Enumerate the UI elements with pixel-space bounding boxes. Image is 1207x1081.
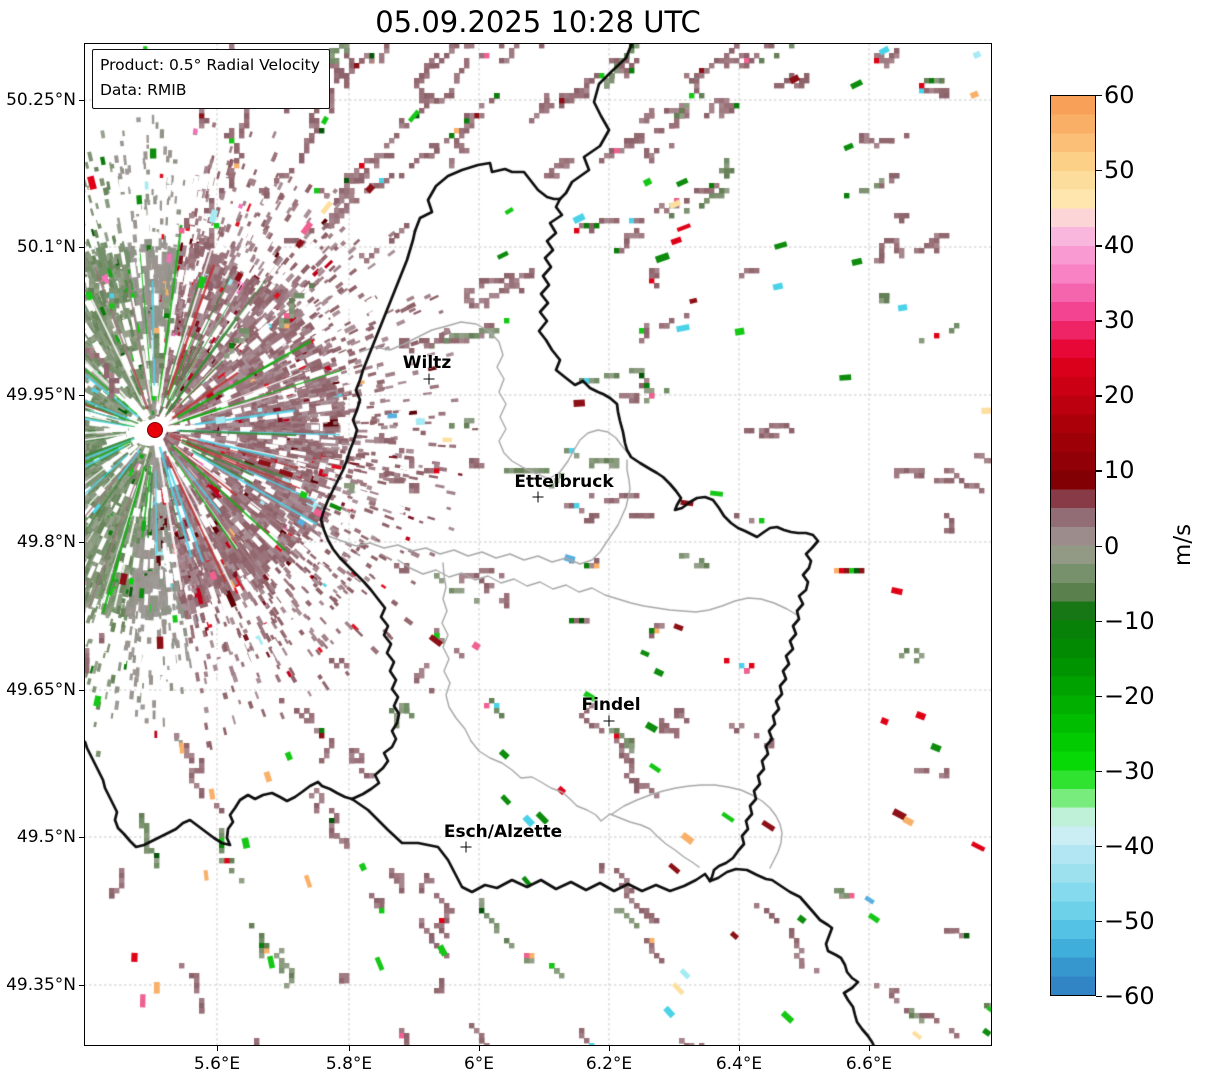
x-tick-label: 6.4°E xyxy=(715,1054,763,1074)
y-tick-mark xyxy=(79,247,84,249)
colorbar-tick-label: −20 xyxy=(1104,681,1155,710)
colorbar-tick-label: 20 xyxy=(1104,381,1135,410)
colorbar-tick-label: −50 xyxy=(1104,906,1155,935)
colorbar-tick-mark xyxy=(1096,545,1102,547)
x-tick-label: 6°E xyxy=(463,1054,495,1074)
colorbar-tick-mark xyxy=(1096,170,1102,172)
city-marker-findel xyxy=(603,715,615,727)
colorbar-tick-mark xyxy=(1096,845,1102,848)
colorbar-tick-mark xyxy=(1096,920,1102,923)
y-tick-label: 50.1°N xyxy=(16,237,76,257)
city-label-esch-alzette: Esch/Alzette xyxy=(443,822,563,842)
x-tick-mark xyxy=(349,1046,351,1051)
colorbar-unit-label: m/s xyxy=(1170,523,1196,567)
colorbar-tick-label: −10 xyxy=(1104,606,1155,635)
colorbar-tick-mark xyxy=(1096,695,1102,698)
colorbar-tick-label: 60 xyxy=(1104,81,1135,109)
y-tick-label: 49.5°N xyxy=(16,827,76,847)
city-label-ettelbruck: Ettelbruck xyxy=(514,472,614,492)
figure-title: 05.09.2025 10:28 UTC xyxy=(375,5,701,39)
colorbar-tick-mark xyxy=(1096,470,1102,472)
x-tick-label: 5.8°E xyxy=(325,1054,373,1074)
x-tick-label: 6.2°E xyxy=(585,1054,633,1074)
x-tick-mark xyxy=(739,1046,741,1051)
y-tick-label: 49.65°N xyxy=(6,680,76,700)
colorbar-tick-mark xyxy=(1096,395,1102,397)
colorbar-tick-label: 10 xyxy=(1104,456,1135,485)
y-tick-mark xyxy=(79,985,84,987)
colorbar-tick-mark xyxy=(1096,320,1102,322)
x-tick-mark xyxy=(217,1046,219,1051)
colorbar-tick-mark xyxy=(1096,95,1102,97)
colorbar-tick-mark xyxy=(1096,996,1102,998)
x-tick-label: 6.6°E xyxy=(845,1054,893,1074)
y-tick-label: 49.95°N xyxy=(6,385,76,405)
colorbar-tick-label: 40 xyxy=(1104,231,1135,260)
city-marker-esch-alzette xyxy=(460,841,472,853)
city-marker-ettelbruck xyxy=(532,491,544,503)
x-tick-mark xyxy=(869,1046,871,1051)
product-line: Product: 0.5° Radial Velocity xyxy=(100,56,320,74)
y-tick-mark xyxy=(79,100,84,102)
colorbar-tick-mark xyxy=(1096,770,1102,773)
colorbar-tick-mark xyxy=(1096,245,1102,247)
city-label-findel: Findel xyxy=(581,695,641,715)
product-info-box: Product: 0.5° Radial Velocity Data: RMIB xyxy=(92,49,330,109)
data-source-line: Data: RMIB xyxy=(100,80,187,99)
city-marker-wiltz xyxy=(423,373,435,385)
y-tick-mark xyxy=(79,837,84,839)
colorbar-tick-label: −30 xyxy=(1104,756,1155,785)
y-tick-label: 49.35°N xyxy=(6,975,76,995)
colorbar-tick-mark xyxy=(1096,620,1102,622)
city-label-wiltz: Wiltz xyxy=(402,353,452,373)
y-tick-mark xyxy=(79,395,84,397)
x-tick-mark xyxy=(479,1046,481,1051)
y-tick-mark xyxy=(79,542,84,544)
colorbar xyxy=(1050,95,1096,996)
colorbar-tick-label: 0 xyxy=(1104,531,1120,560)
x-tick-mark xyxy=(609,1046,611,1051)
y-tick-label: 50.25°N xyxy=(6,90,76,110)
colorbar-tick-label: 50 xyxy=(1104,156,1135,185)
colorbar-tick-label: −40 xyxy=(1104,831,1155,860)
colorbar-tick-label: 30 xyxy=(1104,306,1135,335)
x-tick-label: 5.6°E xyxy=(193,1054,241,1074)
y-tick-label: 49.8°N xyxy=(16,532,76,552)
radar-map-canvas xyxy=(84,43,992,1046)
y-tick-mark xyxy=(79,690,84,692)
colorbar-tick-label: −60 xyxy=(1104,982,1155,1010)
radar-site-marker xyxy=(147,422,163,438)
